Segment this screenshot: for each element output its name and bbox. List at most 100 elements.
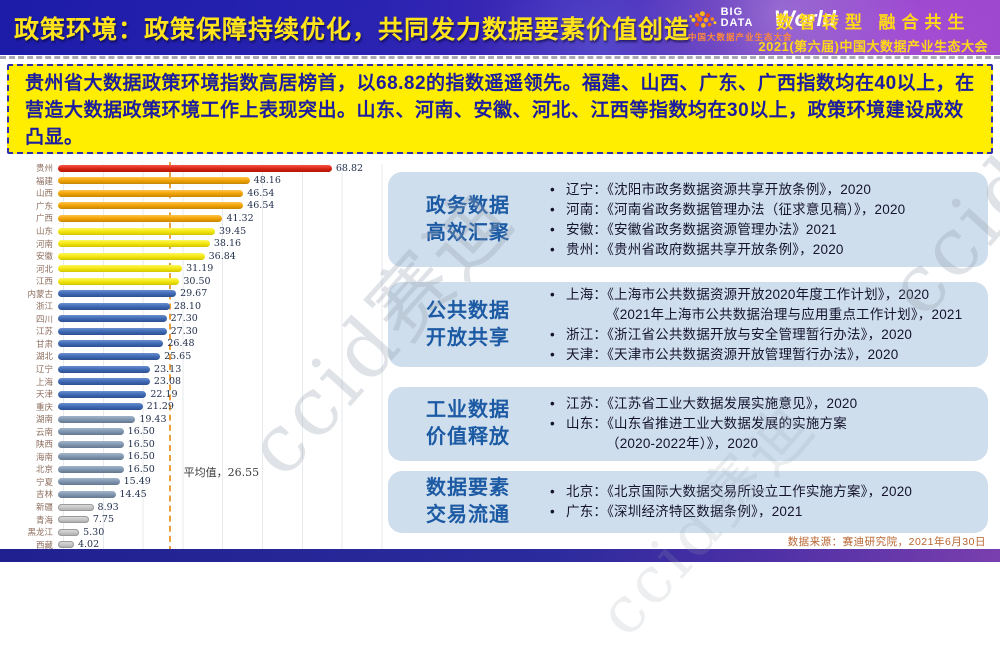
logo-bigdata-text: BIG DATA — [720, 6, 754, 29]
bigdata-world-logo: BIG DATA World 中国大数据产业生态大会 — [688, 7, 836, 43]
chart-category-label: 山西 — [35, 189, 53, 200]
policy-item-text: 浙江：《浙江省公共数据开放与安全管理暂行办法》，2020 — [566, 326, 913, 342]
chart-row: 辽宁 23.13 — [6, 363, 391, 376]
policy-item: • 辽宁：《沈阳市政务数据资源共享开放条例》，2020 — [548, 180, 982, 200]
chart-category-label: 山东 — [35, 227, 53, 237]
chart-row: 福建 48.16 — [6, 175, 391, 188]
chart-value-label: 14.45 — [119, 488, 147, 500]
chart-category-label: 宁夏 — [35, 477, 53, 488]
chart-bar — [58, 465, 124, 473]
chart-bar — [58, 528, 80, 536]
chart-value-label: 31.19 — [186, 263, 214, 275]
conference-slogan: 数智转型 融合共生 2021(第六届)中国大数据产业生态大会 — [758, 8, 988, 55]
chart-row: 湖南 19.43 — [6, 413, 391, 426]
chart-bar — [58, 378, 150, 386]
page-title: 政策环境：政策保障持续优化，共同发力数据要素价值创造 — [14, 15, 691, 44]
chart-value-label: 38.16 — [213, 238, 242, 250]
policy-item-text: 天津：《天津市公共数据资源开放管理暂行办法》，2020 — [566, 346, 899, 362]
policy-item: • 北京：《北京国际大数据交易所设立工作实施方案》，2020 — [548, 482, 982, 502]
chart-value-label: 4.02 — [77, 539, 100, 551]
chart-category-label: 陕西 — [35, 440, 53, 451]
policy-item-text: 北京：《北京国际大数据交易所设立工作实施方案》，2020 — [566, 484, 913, 499]
summary-box: 贵州省大数据政策环境指数高居榜首，以68.82的指数遥遥领先。福建、山西、广东、… — [7, 64, 993, 154]
dashed-separator — [0, 56, 1000, 59]
chart-bar — [58, 453, 124, 461]
chart-row: 山东 39.45 — [6, 225, 391, 238]
policy-block: 政务数据 高效汇聚 • 辽宁：《沈阳市政务数据资源共享开放条例》，2020 • 河南：《河… — [388, 172, 988, 267]
chart-value-label: 16.50 — [127, 426, 155, 438]
average-line — [168, 162, 171, 552]
policy-block-title: 政务数据 高效汇聚 — [426, 194, 510, 244]
chart-category-label: 西藏 — [35, 540, 53, 551]
chart-category-label: 河南 — [35, 239, 53, 250]
chart-value-label: 16.50 — [127, 463, 155, 475]
policy-block-title: 工业数据 价值释放 — [426, 399, 510, 448]
policy-item: • 安徽：《安徽省政务数据资源管理办法》2021 — [548, 220, 982, 240]
chart-bar — [58, 440, 124, 448]
chart-category-label: 吉林 — [35, 490, 53, 501]
chart-value-label: 5.30 — [83, 526, 105, 538]
chart-bar — [58, 189, 244, 197]
chart-bar — [58, 490, 116, 498]
chart-category-label: 江苏 — [35, 327, 53, 338]
chart-bar — [58, 252, 205, 260]
chart-category-label: 上海 — [35, 377, 53, 388]
chart-bar — [58, 327, 167, 335]
chart-bar — [58, 415, 136, 423]
chart-value-label: 26.48 — [167, 338, 195, 350]
chart-row: 黑龙江 5.30 — [6, 526, 391, 539]
bullet-icon: • — [550, 326, 555, 342]
chart-row: 河北 31.19 — [6, 262, 391, 275]
policy-block-items: • 辽宁：《沈阳市政务数据资源共享开放条例》，2020 • 河南：《河南省政务数据管理… — [548, 180, 988, 260]
chart-value-label: 15.49 — [123, 476, 151, 488]
chart-bar — [58, 290, 177, 298]
chart-category-label: 四川 — [35, 314, 53, 325]
chart-row: 吉林 14.45 — [6, 488, 391, 501]
chart-value-label: 46.54 — [247, 200, 275, 212]
chart-rows: 贵州 68.82 福建 48.16 山西 46.54 广东 46.54 广西 41.32 山东 39.… — [6, 162, 391, 551]
policy-block: 公共数据 开放共享 • 上海：《上海市公共数据资源开放2020年度工作计划》，2020… — [388, 282, 988, 367]
chart-bar — [58, 503, 94, 511]
chart-category-label: 湖南 — [35, 415, 53, 426]
chart-bar — [58, 516, 89, 524]
chart-category-label: 浙江 — [35, 302, 53, 313]
chart-row: 广西 41.32 — [6, 212, 391, 225]
chart-bar — [58, 302, 170, 310]
chart-value-label: 39.45 — [219, 225, 247, 237]
average-label: 平均值，26.55 — [183, 466, 260, 479]
chart-value-label: 28.10 — [173, 300, 202, 312]
chart-value-label: 8.93 — [97, 501, 119, 513]
chart-value-label: 7.75 — [92, 514, 114, 526]
bullet-icon: • — [550, 504, 555, 519]
chart-bar — [58, 177, 250, 185]
chart-category-label: 北京 — [35, 465, 53, 476]
chart-bar — [58, 240, 210, 248]
policy-item: • 江苏：《江苏省工业大数据发展实施意见》，2020 — [548, 394, 982, 414]
chart-row: 云南 16.50 — [6, 425, 391, 438]
policy-item: • 山东：《山东省推进工业大数据发展的实施方案 — [548, 414, 982, 434]
chart-row: 江苏 27.30 — [6, 325, 391, 338]
chart-category-label: 黑龙江 — [27, 528, 53, 539]
chart-category-label: 广东 — [35, 201, 53, 212]
slogan-line2: 2021(第六届)中国大数据产业生态大会 — [758, 39, 988, 54]
chart-value-label: 16.50 — [127, 438, 155, 450]
chart-value-label: 68.82 — [335, 162, 364, 174]
bullet-icon: • — [550, 181, 555, 197]
policy-item: • 贵州：《贵州省政府数据共享开放条例》，2020 — [548, 240, 982, 260]
chart-bar — [58, 214, 223, 222]
policy-block-items: • 江苏：《江苏省工业大数据发展实施意见》，2020 • 山东：《山东省推进工业大数据… — [548, 394, 988, 454]
chart-row: 新疆 8.93 — [6, 501, 391, 514]
chart-bar — [58, 365, 151, 373]
chart-row: 北京 16.50 — [6, 463, 391, 476]
logo-world-text: World — [774, 6, 836, 31]
policy-block-items: • 北京：《北京国际大数据交易所设立工作实施方案》，2020 • 广东：《深圳经济特区… — [548, 482, 988, 522]
policy-item-text: 辽宁：《沈阳市政务数据资源共享开放条例》，2020 — [566, 181, 872, 197]
chart-value-label: 23.13 — [154, 363, 182, 375]
chart-row: 贵州 68.82 — [6, 162, 391, 175]
chart-category-label: 江西 — [35, 277, 53, 288]
chart-value-label: 41.32 — [226, 212, 254, 224]
policy-item-text: 贵州：《贵州省政府数据共享开放条例》，2020 — [566, 241, 844, 257]
chart-row: 浙江 28.10 — [6, 300, 391, 313]
chart-row: 湖北 25.65 — [6, 350, 391, 363]
chart-bar — [58, 340, 164, 348]
